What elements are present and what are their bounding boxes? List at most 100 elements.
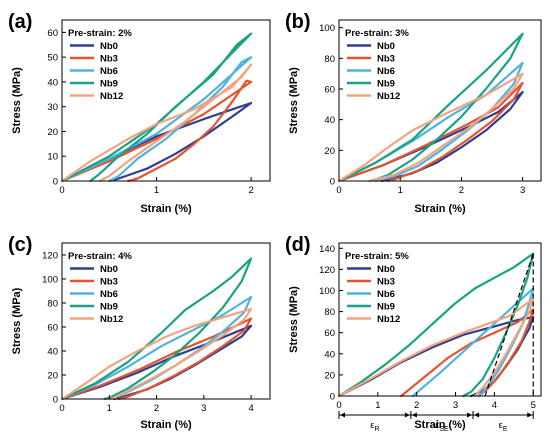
series-line-nb6 [60,56,253,183]
x-axis-title: Strain (%) [140,419,192,431]
series-group [337,252,535,398]
y-tick-label: 20 [47,371,58,382]
y-tick-label: 60 [47,28,58,39]
region-arrow-right [527,412,533,418]
series-line-nb9 [60,32,253,183]
y-tick-label: 40 [324,349,335,360]
legend-label-nb3: Nb3 [377,277,395,288]
series-line-nb3 [60,79,253,183]
y-tick-label: 30 [47,102,58,113]
legend-title: Pre-strain: 2% [68,28,132,39]
y-tick-label: 50 [47,53,58,64]
y-axis-title: Stress (MPa) [288,67,300,134]
plot-frame [338,19,542,182]
x-axis-title: Strain (%) [414,419,466,431]
series-group [60,257,253,401]
y-tick-label: 0 [53,177,58,188]
y-tick-label: 100 [42,275,58,286]
region-arrow-left [474,412,480,418]
x-tick-label: 4 [492,400,497,411]
region-label-superelastic: εSE [435,420,449,433]
legend-label-nb6: Nb6 [100,66,118,77]
series-line-nb12 [60,307,253,401]
legend-label-nb12: Nb12 [377,91,400,102]
legend-title: Pre-strain: 5% [345,251,409,262]
legend-label-nb9: Nb9 [377,302,395,313]
x-tick-label: 1 [154,185,159,196]
series-line-nb3 [400,308,535,398]
panel-label: (b) [285,11,311,33]
y-tick-label: 40 [47,77,58,88]
series-line-nb12 [60,63,253,183]
x-tick-label: 0 [336,185,341,196]
x-axis-title: Strain (%) [414,203,466,215]
y-tick-label: 80 [324,307,335,318]
y-tick-label: 60 [47,323,58,334]
x-tick-label: 2 [154,403,159,414]
y-tick-label: 20 [47,127,58,138]
legend-title: Pre-strain: 4% [68,251,132,262]
y-axis-title: Stress (MPa) [11,287,23,354]
x-tick-label: 0 [59,185,64,196]
y-tick-label: 0 [53,395,58,406]
y-tick-label: 40 [324,115,335,126]
series-line-nb3 [337,81,524,183]
x-tick-label: 3 [520,185,525,196]
series-group [337,32,524,183]
legend-label-nb12: Nb12 [377,314,400,325]
y-axis-title: Stress (MPa) [11,67,23,134]
legend-label-nb0: Nb0 [100,41,118,52]
region-arrow-left [340,412,345,418]
legend-label-nb0: Nb0 [100,264,118,275]
legend-label-nb3: Nb3 [100,277,118,288]
legend-label-nb9: Nb9 [377,79,395,90]
panel-label: (c) [8,234,32,256]
legend-label-nb12: Nb12 [100,314,123,325]
plot-frame [61,19,271,182]
series-line-nb9 [337,32,524,183]
panel-label: (a) [8,11,32,33]
y-tick-label: 40 [47,347,58,358]
legend-label-nb3: Nb3 [100,54,118,65]
y-axis-title: Stress (MPa) [288,286,300,353]
region-arrow-left [411,412,417,418]
series-line-nb12 [337,72,524,183]
y-tick-label: 140 [319,244,335,255]
legend-label-nb6: Nb6 [377,66,395,77]
y-tick-label: 60 [324,85,335,96]
y-tick-label: 120 [319,265,335,276]
plot-frame [338,242,542,397]
region-arrow-right [404,412,410,418]
y-tick-label: 100 [319,23,335,34]
x-tick-label: 0 [59,403,64,414]
region-arrow-right [467,412,473,418]
chart-panel-3: (d) 0 1 2 3 4 5 0 20 40 60 80 100 120 140 Strain (%) Str… [285,234,542,433]
x-tick-label: 2 [459,185,464,196]
series-line-nb3 [60,317,253,401]
x-tick-label: 2 [414,400,419,411]
y-tick-label: 10 [47,152,58,163]
x-tick-label: 0 [336,400,341,411]
x-tick-label: 3 [453,400,458,411]
y-tick-label: 120 [42,251,58,262]
legend-label-nb6: Nb6 [100,289,118,300]
x-axis-title: Strain (%) [140,203,192,215]
y-tick-label: 20 [324,370,335,381]
plot-frame [61,242,271,400]
x-tick-label: 3 [201,403,206,414]
x-tick-label: 1 [107,403,112,414]
legend-label-nb9: Nb9 [100,302,118,313]
series-group [60,32,253,183]
y-tick-label: 100 [319,286,335,297]
series-line-nb0 [60,101,253,183]
x-tick-label: 4 [248,403,253,414]
legend-label-nb9: Nb9 [100,79,118,90]
x-tick-label: 1 [398,185,403,196]
y-tick-label: 0 [330,392,335,403]
series-line-nb6 [337,61,524,183]
legend-title: Pre-strain: 3% [345,28,409,39]
y-tick-label: 20 [324,146,335,157]
series-line-nb12 [337,297,535,398]
